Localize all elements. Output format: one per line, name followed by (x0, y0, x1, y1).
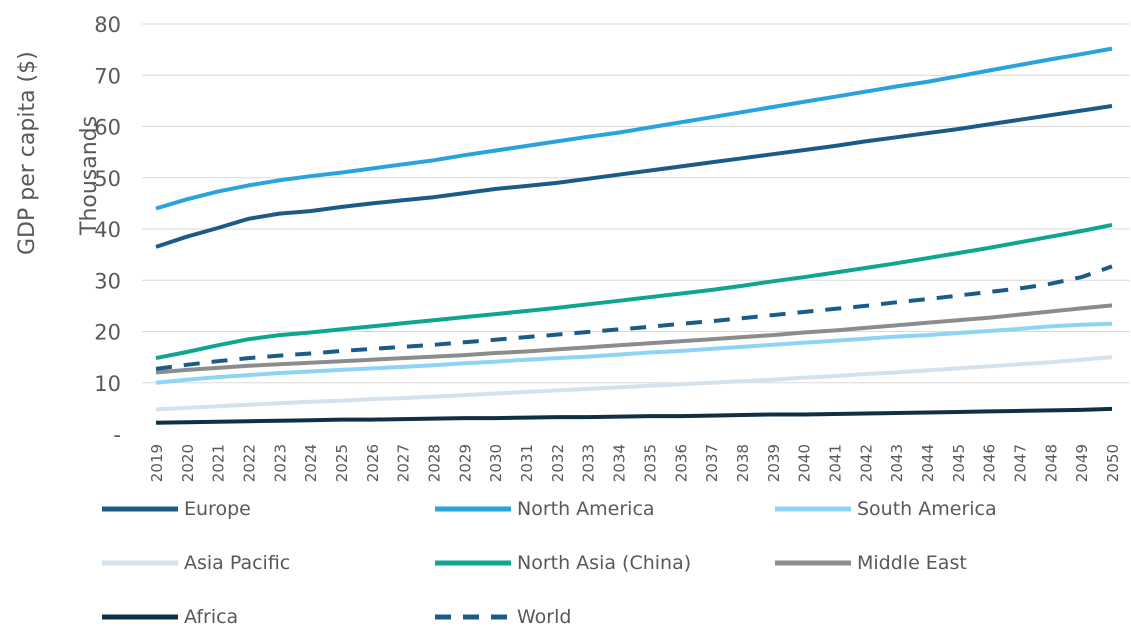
legend-swatch (102, 506, 178, 512)
legend-swatch (775, 560, 851, 566)
legend-swatch (102, 614, 178, 620)
series-line-middle-east (155, 303, 1113, 375)
legend-item: Europe (100, 494, 251, 524)
x-tick-label: 2042 (857, 444, 875, 482)
series-line-europe (155, 104, 1113, 249)
x-tick-label: 2030 (487, 444, 505, 482)
x-tick-label: 2021 (210, 444, 228, 482)
x-tick-label: 2036 (672, 444, 690, 482)
legend-swatch (435, 614, 511, 620)
legend-label: Middle East (857, 552, 967, 574)
x-tick-label: 2045 (950, 444, 968, 482)
x-tick-label: 2024 (302, 444, 320, 482)
chart-legend: Europe North America South America Asia Pac… (100, 498, 1120, 644)
x-tick-label: 2029 (456, 444, 474, 482)
legend-item: South America (773, 494, 997, 524)
legend-label: Asia Pacific (184, 552, 291, 574)
series-line-north-asia-china (155, 222, 1113, 361)
x-tick-label: 2035 (641, 444, 659, 482)
x-tick-label: 2050 (1104, 444, 1122, 482)
y-axis-unit-label: Thousands (77, 116, 102, 236)
x-tick-label: 2033 (580, 444, 598, 482)
legend-label: Africa (184, 606, 239, 628)
legend-swatch (435, 560, 511, 566)
legend-swatch (435, 506, 511, 512)
x-tick-label: 2020 (179, 444, 197, 482)
y-tick-label: 80 (94, 13, 121, 37)
y-tick-label: - (113, 423, 121, 447)
y-tick-label: 30 (94, 269, 121, 293)
legend-swatch (102, 560, 178, 566)
x-tick-label: 2037 (703, 444, 721, 482)
legend-item: Asia Pacific (100, 548, 290, 578)
x-tick-label: 2044 (919, 444, 937, 482)
x-tick-label: 2048 (1042, 444, 1060, 482)
legend-swatch (775, 506, 851, 512)
series-line-north-america (155, 46, 1113, 211)
x-tick-label: 2034 (611, 444, 629, 482)
x-tick-label: 2043 (888, 444, 906, 482)
series-line-asia-pacific (155, 355, 1113, 412)
y-tick-label: 50 (94, 167, 121, 191)
legend-item: Middle East (773, 548, 967, 578)
legend-label: Europe (184, 498, 251, 520)
legend-item: North Asia (China) (433, 548, 691, 578)
y-tick-label: 60 (94, 116, 121, 140)
y-axis-title: GDP per capita ($) (15, 51, 40, 255)
legend-item: World (433, 602, 571, 632)
x-tick-label: 2026 (364, 444, 382, 482)
legend-label: South America (857, 498, 997, 520)
series-lines (155, 46, 1113, 425)
series-line-south-america (155, 321, 1113, 385)
y-tick-label: 20 (94, 321, 121, 345)
x-tick-label: 2032 (549, 444, 567, 482)
x-tick-label: 2046 (981, 444, 999, 482)
x-tick-label: 2040 (796, 444, 814, 482)
legend-label: World (517, 606, 572, 628)
legend-label: North Asia (China) (517, 552, 692, 574)
legend-label: North America (517, 498, 655, 520)
x-tick-label: 2039 (765, 444, 783, 482)
legend-item: North America (433, 494, 655, 524)
x-tick-label: 2025 (333, 444, 351, 482)
series-line-world (155, 264, 1113, 371)
x-tick-label: 2022 (241, 444, 259, 482)
x-tick-label: 2047 (1011, 444, 1029, 482)
y-tick-label: 70 (94, 64, 121, 88)
series-line-africa (155, 406, 1113, 425)
legend-item: Africa (100, 602, 238, 632)
x-tick-label: 2031 (518, 444, 536, 482)
x-tick-label: 2023 (271, 444, 289, 482)
x-tick-label: 2028 (426, 444, 444, 482)
y-axis-ticks: - 10 20 30 40 50 60 70 80 (94, 13, 121, 447)
x-tick-label: 2038 (734, 444, 752, 482)
y-tick-label: 40 (94, 218, 121, 242)
x-tick-label: 2049 (1073, 444, 1091, 482)
x-tick-label: 2019 (148, 444, 166, 482)
x-tick-label: 2041 (826, 444, 844, 482)
x-tick-label: 2027 (395, 444, 413, 482)
y-tick-label: 10 (94, 372, 121, 396)
x-axis-ticks: 2019 2020 2021 2022 2023 2024 2025 2026 2027 2028… (148, 444, 1122, 482)
